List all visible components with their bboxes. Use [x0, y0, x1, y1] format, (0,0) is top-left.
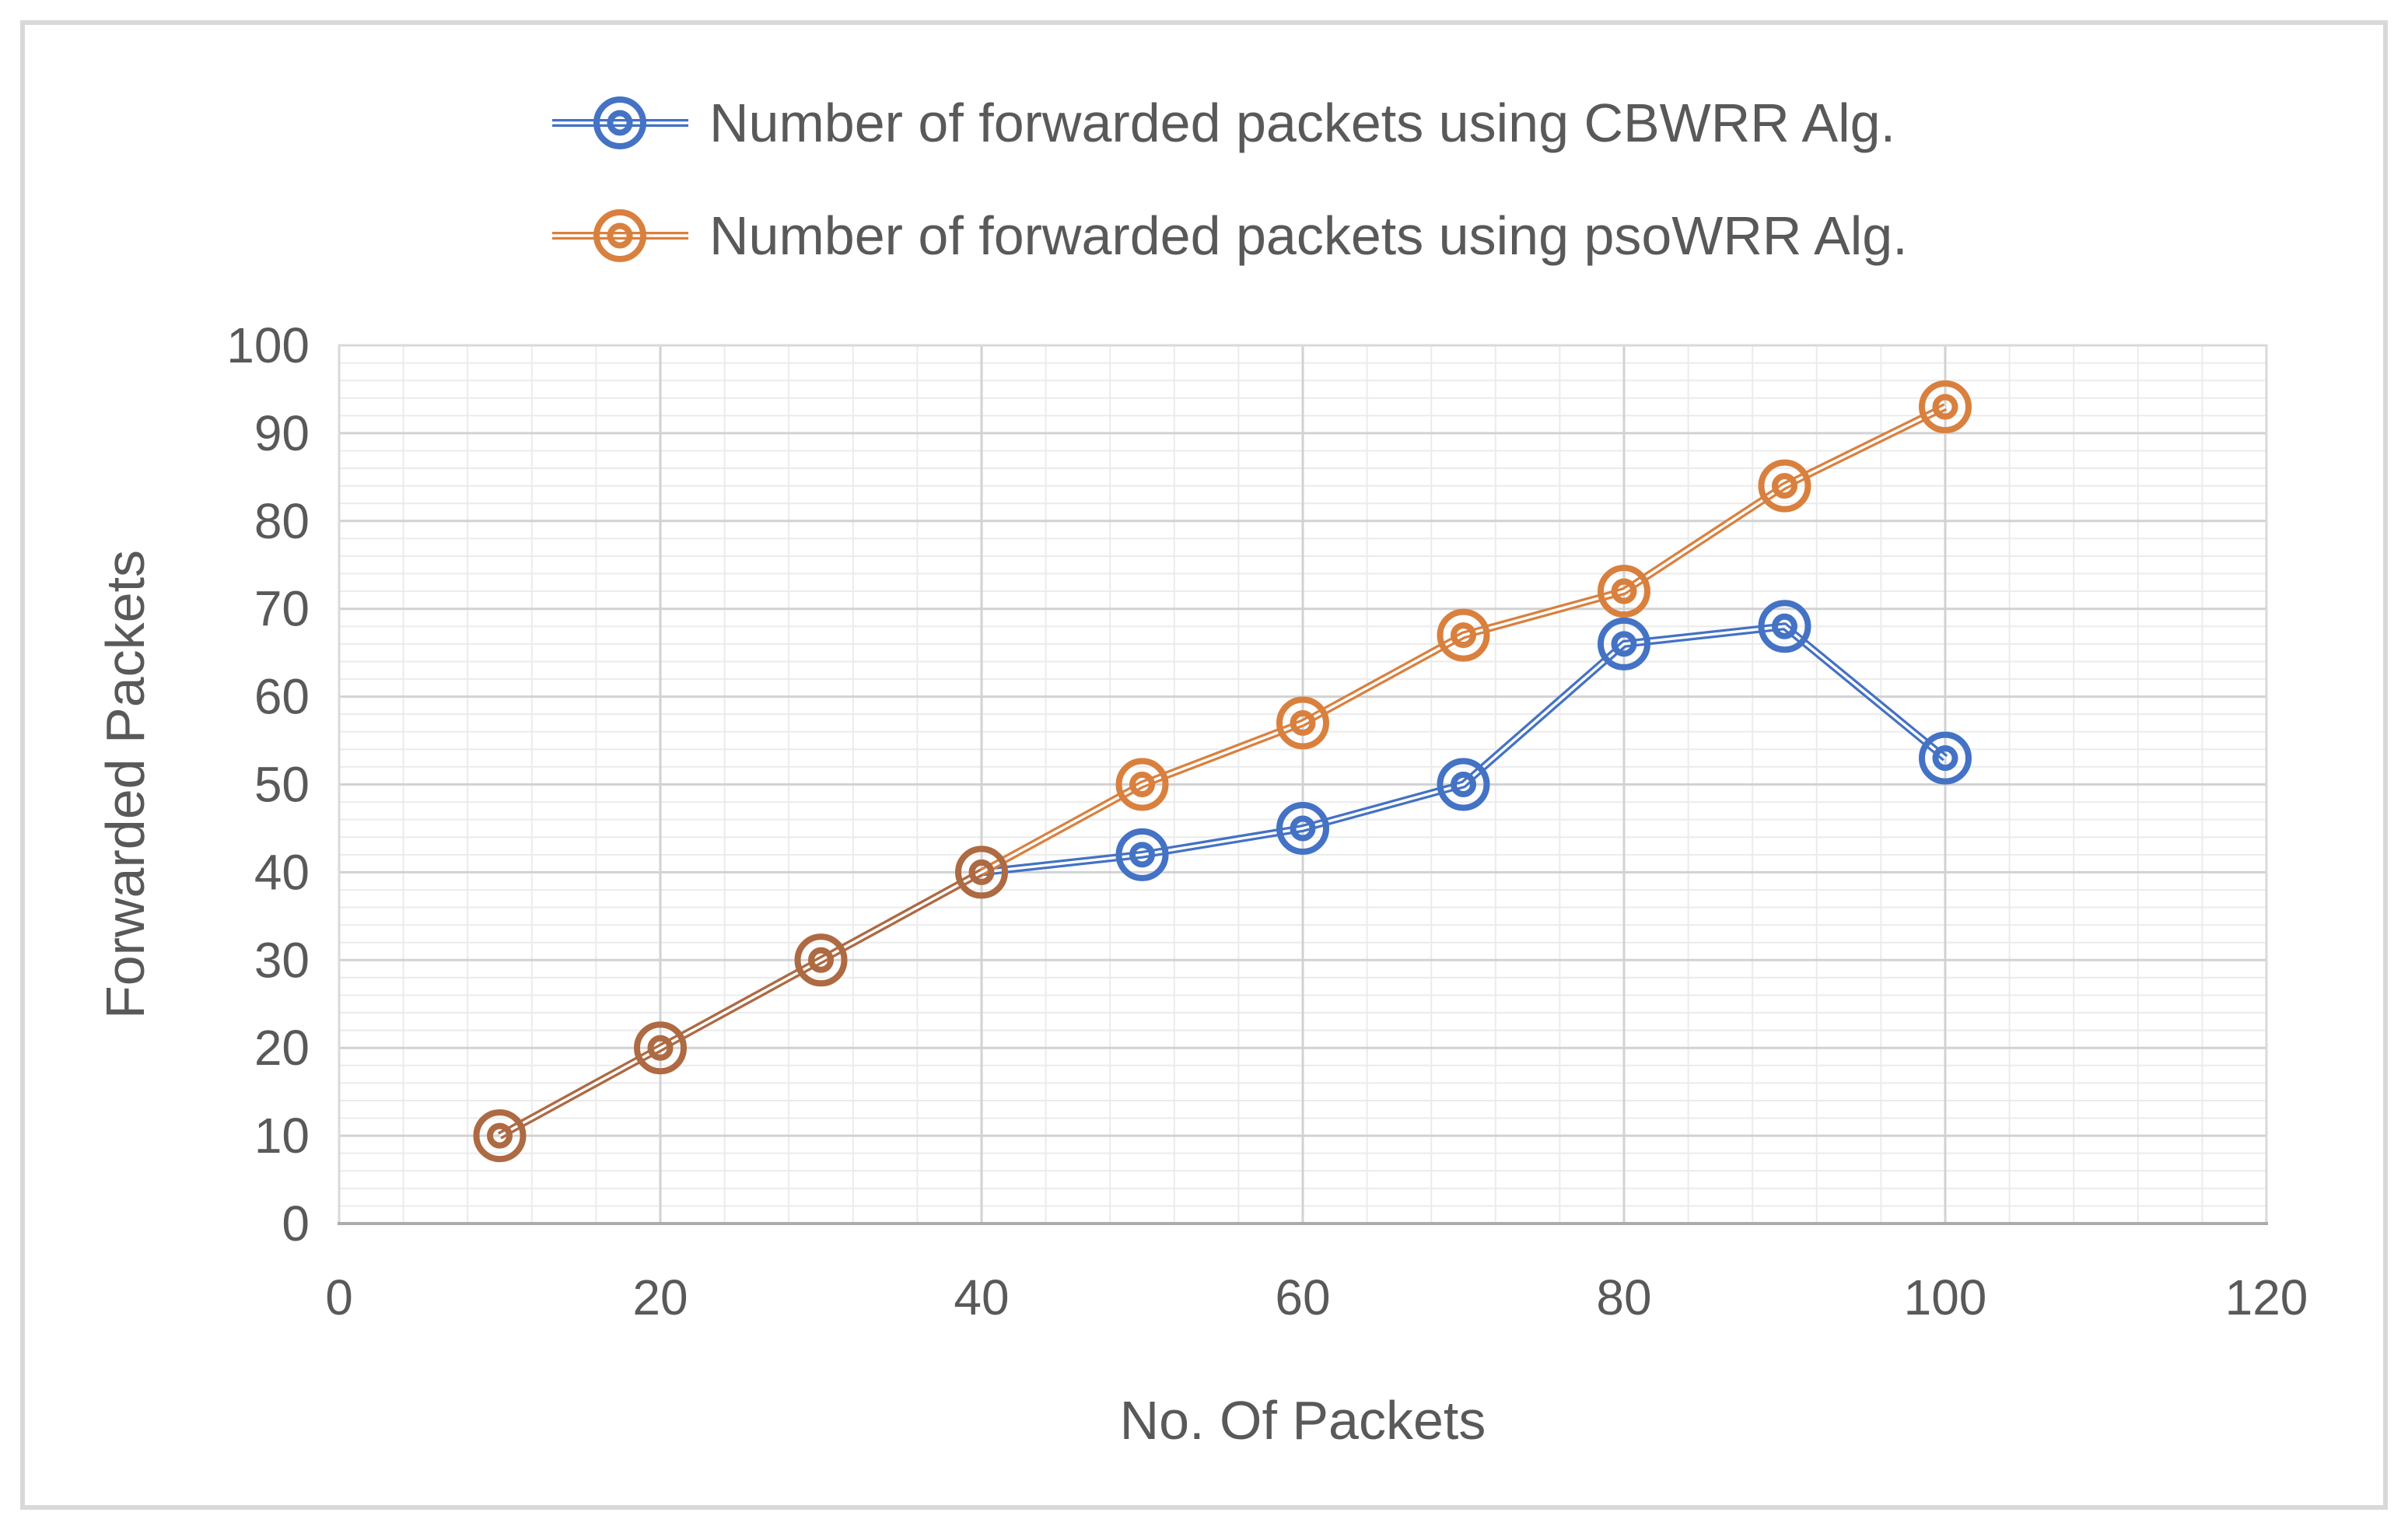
y-tick-label: 80	[254, 493, 310, 549]
series-1-marker	[1276, 696, 1329, 750]
y-tick-label: 40	[254, 844, 310, 900]
series-1-marker	[1598, 565, 1650, 618]
legend-marker-icon	[593, 96, 646, 149]
x-tick-label: 60	[1275, 1269, 1330, 1325]
series-line-overlap-inner	[820, 870, 982, 961]
y-tick-label: 20	[254, 1020, 310, 1076]
legend-marker-icon	[607, 222, 633, 249]
series-0-marker	[634, 1021, 687, 1075]
legend-item-1: Number of forwarded packets using psoWRR…	[552, 205, 1908, 266]
series-line-1-inner	[499, 405, 1946, 1137]
y-axis-title: Forwarded Packets	[95, 550, 156, 1019]
series-1-marker	[1437, 608, 1490, 662]
series-1-marker	[1758, 459, 1811, 513]
series-0-marker	[1598, 617, 1650, 670]
y-tick-label: 50	[254, 757, 310, 813]
y-tick-label: 70	[254, 581, 310, 637]
x-tick-label: 40	[954, 1269, 1009, 1325]
legend-item-0: Number of forwarded packets using CBWRR …	[552, 93, 1895, 153]
series-1-marker	[1919, 380, 1972, 434]
series-line-0	[498, 622, 1948, 1140]
x-tick-label: 120	[2225, 1269, 2308, 1325]
y-tick-label: 100	[226, 317, 310, 373]
series-1-marker	[1115, 758, 1169, 811]
series-0-marker	[955, 846, 1008, 899]
y-tick-label: 60	[254, 669, 310, 725]
series-0-marker	[1437, 758, 1490, 811]
x-tick-label: 100	[1904, 1269, 1987, 1325]
series-line-overlap-inner	[660, 958, 822, 1049]
legend-marker-icon	[607, 110, 633, 136]
y-tick-label: 90	[254, 405, 310, 461]
series-0-marker	[794, 933, 848, 987]
series-0-marker	[1115, 828, 1169, 881]
x-tick-label: 0	[325, 1269, 353, 1325]
y-tick-label: 30	[254, 932, 310, 988]
x-tick-label: 20	[632, 1269, 688, 1325]
legend-marker-icon	[593, 209, 646, 262]
y-tick-label: 0	[282, 1196, 310, 1252]
legend-label: Number of forwarded packets using CBWRR …	[709, 93, 1895, 153]
series-line-0-inner	[499, 625, 1947, 1137]
legend-label: Number of forwarded packets using psoWRR…	[709, 205, 1908, 266]
series-line-1	[498, 403, 1948, 1140]
x-axis-title: No. Of Packets	[1120, 1390, 1486, 1451]
x-tick-label: 80	[1596, 1269, 1651, 1325]
y-tick-label: 10	[254, 1108, 310, 1164]
series-0-marker	[1919, 731, 1972, 785]
series-line-overlap-inner	[499, 1046, 661, 1137]
series-0-marker	[1758, 600, 1811, 653]
series-0-marker	[1276, 801, 1329, 855]
figure-border	[20, 20, 2388, 1510]
series-0-marker	[473, 1109, 527, 1163]
